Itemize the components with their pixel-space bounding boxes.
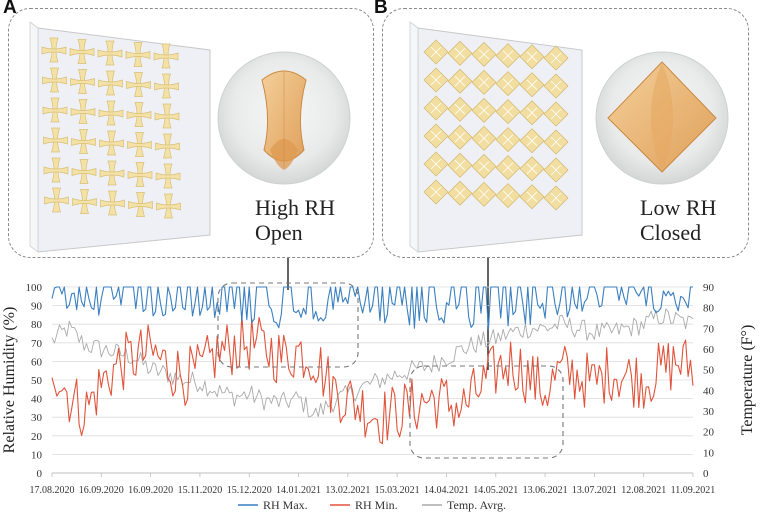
right-tick-label: 20	[703, 427, 715, 439]
series-lines	[51, 286, 694, 445]
x-tick-label: 15.12.2020	[227, 485, 272, 496]
legend-label-rh-max: RH Max.	[263, 498, 308, 512]
right-tick-label: 90	[703, 282, 715, 294]
x-tick-label: 15.03.2021	[375, 485, 420, 496]
high-rh-highlight-box	[217, 282, 359, 368]
series-rh-max-line	[51, 286, 693, 331]
panel-b-letter: B	[374, 0, 388, 18]
x-tick-label: 17.08.2020	[30, 485, 75, 496]
left-tick-label: 0	[37, 468, 43, 480]
panel-b-lattice-illustration	[409, 21, 583, 253]
left-tick-label: 60	[31, 356, 43, 368]
right-tick-label: 70	[703, 323, 715, 335]
x-tick-label: 12.08.2021	[621, 485, 666, 496]
x-tick-label: 14.05.2021	[473, 485, 518, 496]
right-tick-label: 60	[703, 344, 715, 356]
left-tick-label: 70	[31, 338, 43, 350]
right-axis-ticks: 0 10 20 30 40 50 60 70 80 90	[703, 282, 715, 480]
panel-a-open-cell-photo	[217, 51, 351, 185]
x-tick-label: 15.11.2020	[178, 485, 223, 496]
x-tick-label: 13.07.2021	[572, 485, 617, 496]
x-tick-label: 16.09.2020	[128, 485, 173, 496]
x-tick-label: 13.06.2021	[523, 485, 568, 496]
x-tick-label: 13.02.2021	[325, 485, 370, 496]
right-tick-label: 40	[703, 385, 715, 397]
panel-a-caption: High RH Open	[255, 195, 335, 245]
left-tick-label: 90	[31, 301, 43, 313]
panel-a-lattice-illustration	[29, 21, 211, 253]
right-tick-label: 80	[703, 303, 715, 315]
left-tick-label: 40	[31, 394, 43, 406]
left-tick-label: 30	[31, 412, 43, 424]
right-tick-label: 0	[703, 468, 709, 480]
series-rh-min-line	[51, 314, 694, 445]
x-tick-label: 14.01.2021	[276, 485, 321, 496]
right-axis-title: Temperature (F°)	[739, 325, 756, 436]
panel-b-closed-cell-photo	[595, 51, 729, 185]
x-tick-label: 16.09.2020	[79, 485, 124, 496]
right-tick-label: 30	[703, 406, 715, 418]
left-tick-label: 80	[31, 319, 43, 331]
panel-a-caption-line1: High RH	[255, 195, 336, 220]
panel-b-caption-line1: Low RH	[640, 195, 717, 220]
x-axis-ticks: 17.08.2020 16.09.2020 16.09.2020 15.11.2020…	[30, 473, 716, 496]
chart-legend: RH Max. RH Min. Temp. Avrg.	[238, 498, 506, 512]
left-tick-label: 50	[31, 375, 43, 387]
right-tick-label: 50	[703, 365, 715, 377]
series-temp-line	[51, 308, 694, 418]
left-axis-ticks: 0 10 20 30 40 50 60 70 80 90 100	[26, 282, 43, 480]
left-tick-label: 10	[31, 449, 43, 461]
x-tick-label: 11.09.2021	[671, 485, 716, 496]
left-axis-title: Relative Humidity (%)	[1, 307, 18, 454]
panel-a-letter: A	[3, 0, 17, 18]
x-tick-label: 14.04.2021	[424, 485, 469, 496]
legend-label-temp: Temp. Avrg.	[447, 498, 506, 512]
legend-label-rh-min: RH Min.	[355, 498, 398, 512]
left-tick-label: 100	[26, 282, 43, 294]
panel-b-caption: Low RH Closed	[640, 195, 716, 245]
panel-b-caption-line2: Closed	[640, 220, 702, 245]
right-tick-label: 10	[703, 447, 715, 459]
left-tick-label: 20	[31, 431, 43, 443]
panel-a-caption-line2: Open	[255, 220, 303, 245]
